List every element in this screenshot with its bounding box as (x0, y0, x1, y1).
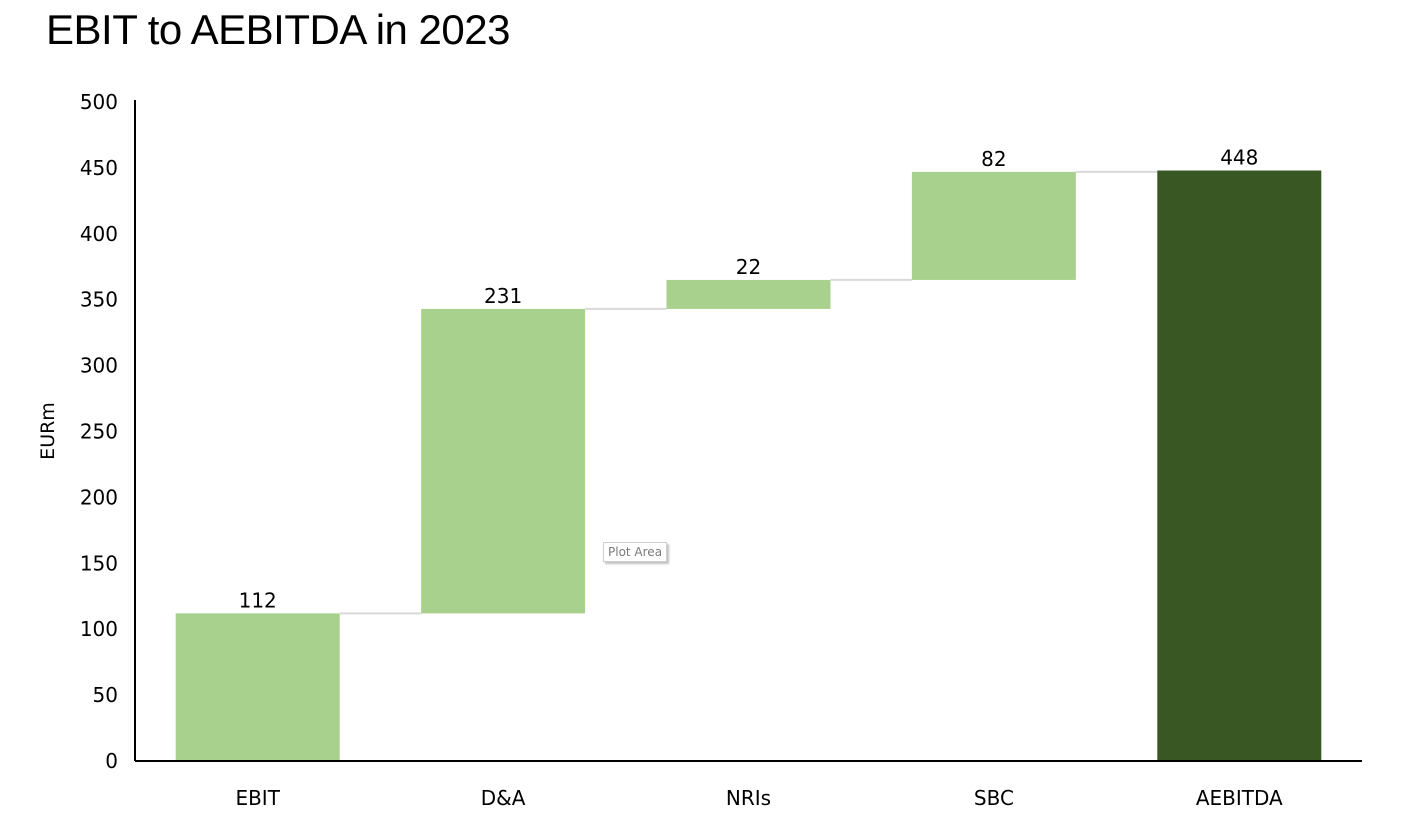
plot-area-tooltip: Plot Area (603, 542, 668, 562)
bar-d-a[interactable] (421, 308, 586, 614)
data-labels: 112 231 22 82 448 (239, 146, 1259, 613)
chart-title: EBIT to AEBITDA in 2023 (46, 6, 511, 53)
y-tick-label: 0 (105, 749, 118, 773)
x-tick-label: SBC (974, 786, 1014, 810)
bar-ebit[interactable] (175, 613, 340, 761)
y-tick-label: 50 (93, 683, 118, 707)
data-label: 231 (484, 284, 522, 308)
x-tick-label: EBIT (235, 786, 280, 810)
bar-aebitda[interactable] (1157, 170, 1322, 761)
bars (175, 170, 1322, 761)
y-tick-label: 150 (80, 551, 118, 575)
y-tick-label: 300 (80, 354, 118, 378)
y-axis-tick-labels: 0 50 100 150 200 250 300 350 400 450 500 (80, 90, 118, 773)
bar-nris[interactable] (666, 279, 831, 309)
y-tick-label: 400 (80, 222, 118, 246)
x-axis-tick-labels: EBIT D&A NRIs SBC AEBITDA (235, 786, 1283, 810)
data-label: 112 (239, 588, 277, 612)
y-tick-label: 500 (80, 90, 118, 114)
data-label: 448 (1220, 146, 1258, 170)
data-label: 22 (736, 255, 761, 279)
bar-sbc[interactable] (911, 171, 1076, 280)
y-tick-label: 250 (80, 420, 118, 444)
y-tick-label: 450 (80, 156, 118, 180)
y-axis-title: EURm (37, 402, 59, 460)
y-tick-label: 100 (80, 617, 118, 641)
y-tick-label: 350 (80, 288, 118, 312)
x-tick-label: NRIs (726, 786, 771, 810)
y-tick-label: 200 (80, 485, 118, 509)
connector-lines (339, 170, 1158, 615)
x-tick-label: AEBITDA (1196, 786, 1283, 810)
data-label: 82 (981, 147, 1006, 171)
x-tick-label: D&A (481, 786, 526, 810)
